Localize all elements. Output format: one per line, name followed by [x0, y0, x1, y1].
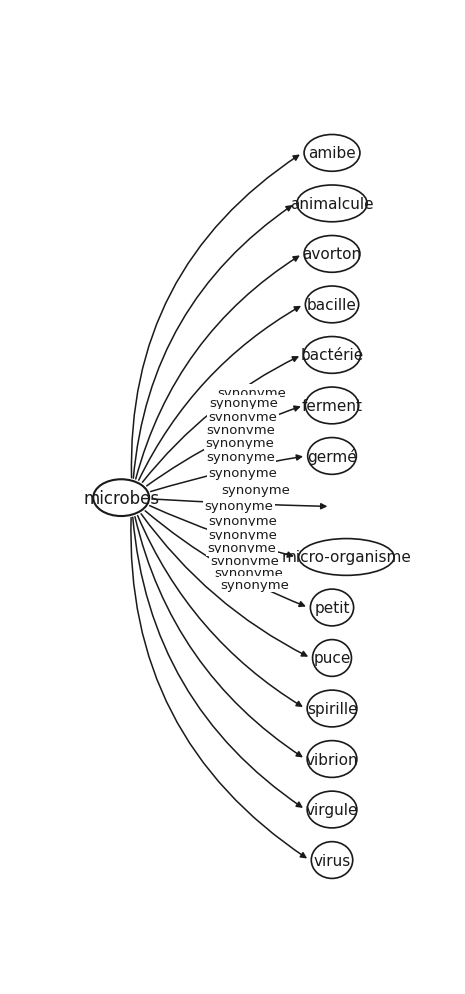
Text: bactérie: bactérie — [300, 348, 364, 363]
Ellipse shape — [304, 237, 360, 273]
Ellipse shape — [308, 438, 356, 475]
Ellipse shape — [307, 691, 357, 728]
Ellipse shape — [93, 480, 149, 517]
Text: synonyme: synonyme — [210, 555, 279, 568]
Text: synonyme: synonyme — [207, 423, 276, 436]
Ellipse shape — [312, 640, 352, 677]
Text: synonyme: synonyme — [214, 567, 283, 580]
Text: vibrion: vibrion — [306, 751, 359, 766]
Text: synonyme: synonyme — [209, 411, 278, 423]
Text: synonyme: synonyme — [205, 500, 273, 513]
Text: synonyme: synonyme — [208, 542, 277, 555]
Text: synonyme: synonyme — [209, 397, 278, 410]
Text: puce: puce — [313, 651, 351, 666]
Ellipse shape — [307, 791, 357, 828]
Ellipse shape — [306, 286, 359, 323]
Ellipse shape — [304, 337, 360, 374]
Text: synonyme: synonyme — [217, 387, 286, 400]
Ellipse shape — [304, 135, 360, 172]
Text: synonyme: synonyme — [220, 579, 289, 591]
Text: ferment: ferment — [301, 399, 363, 414]
Text: virgule: virgule — [306, 802, 358, 817]
Ellipse shape — [306, 388, 359, 424]
Text: animalcule: animalcule — [290, 197, 374, 212]
Text: micro-organisme: micro-organisme — [281, 550, 412, 565]
Text: synonyme: synonyme — [205, 436, 274, 449]
Text: avorton: avorton — [302, 248, 362, 262]
Text: spirille: spirille — [307, 702, 357, 717]
Text: synonyme: synonyme — [208, 515, 277, 528]
Text: bacille: bacille — [307, 297, 357, 312]
Text: synonyme: synonyme — [221, 483, 291, 496]
Ellipse shape — [307, 741, 357, 777]
Ellipse shape — [311, 842, 353, 879]
Text: germé: germé — [307, 448, 357, 464]
Ellipse shape — [299, 539, 394, 576]
Text: synonyme: synonyme — [206, 450, 275, 463]
Ellipse shape — [297, 186, 367, 223]
Text: synonyme: synonyme — [208, 466, 277, 479]
Ellipse shape — [311, 589, 353, 626]
Text: microbes: microbes — [83, 489, 159, 507]
Text: synonyme: synonyme — [209, 528, 278, 541]
Text: amibe: amibe — [308, 146, 356, 161]
Text: petit: petit — [314, 600, 350, 615]
Text: virus: virus — [313, 853, 351, 868]
